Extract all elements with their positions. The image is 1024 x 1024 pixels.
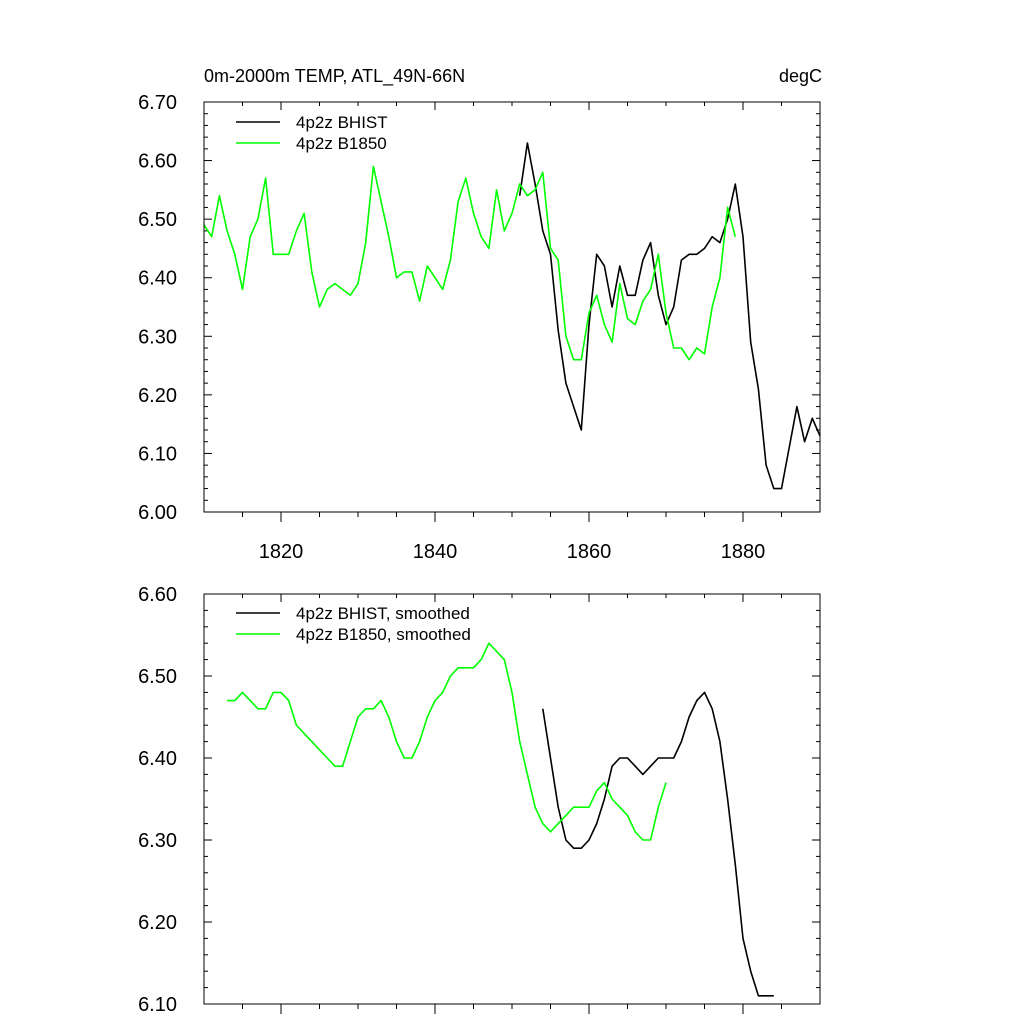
top-panel: 0m-2000m TEMP, ATL_49N-66N degC 6.00 6.10…	[138, 66, 822, 563]
top-panel-ticks: 6.00 6.10 6.20 6.30 6.40 6.50 6.60 6.70 1820 1840…	[138, 92, 820, 563]
x-tick-label: 1820	[259, 541, 304, 563]
legend-label-bhist-smoothed: 4p2z BHIST, smoothed	[296, 604, 470, 623]
legend-label-b1850: 4p2z B1850	[296, 134, 387, 153]
y-tick-label: 6.30	[138, 830, 177, 852]
y-tick-label: 6.70	[138, 92, 177, 114]
y-tick-label: 6.40	[138, 748, 177, 770]
series-line-b1850	[203, 165, 737, 361]
top-panel-series	[203, 142, 821, 490]
y-tick-label: 6.30	[138, 326, 177, 348]
bottom-panel: 6.10 6.20 6.30 6.40 6.50 6.60 4p2z BHIST, smo…	[138, 584, 821, 1016]
y-tick-label: 6.00	[138, 502, 177, 524]
legend-label-b1850-smoothed: 4p2z B1850, smoothed	[296, 625, 471, 644]
y-tick-label: 6.10	[138, 443, 177, 465]
top-panel-legend: 4p2z BHIST 4p2z B1850	[236, 113, 388, 153]
y-tick-label: 6.60	[138, 151, 177, 173]
x-tick-label: 1840	[413, 541, 458, 563]
units-label: degC	[779, 66, 822, 86]
y-tick-label: 6.10	[138, 994, 177, 1016]
y-tick-label: 6.50	[138, 666, 177, 688]
legend-label-bhist: 4p2z BHIST	[296, 113, 388, 132]
series-line-b1850	[227, 642, 667, 841]
bottom-plot-frame	[203, 593, 821, 1005]
y-tick-label: 6.20	[138, 385, 177, 407]
panel-title: 0m-2000m TEMP, ATL_49N-66N	[204, 66, 465, 87]
series-line-bhist	[518, 142, 821, 490]
bottom-panel-series	[227, 642, 774, 997]
x-tick-label: 1860	[567, 541, 612, 563]
x-tick-label: 1880	[721, 541, 766, 563]
top-plot-frame	[203, 101, 821, 513]
y-tick-label: 6.20	[138, 912, 177, 934]
y-tick-label: 6.50	[138, 209, 177, 231]
y-tick-label: 6.40	[138, 268, 177, 290]
y-tick-label: 6.60	[138, 584, 177, 606]
bottom-panel-legend: 4p2z BHIST, smoothed 4p2z B1850, smoothe…	[236, 604, 471, 644]
series-line-bhist	[542, 691, 774, 997]
